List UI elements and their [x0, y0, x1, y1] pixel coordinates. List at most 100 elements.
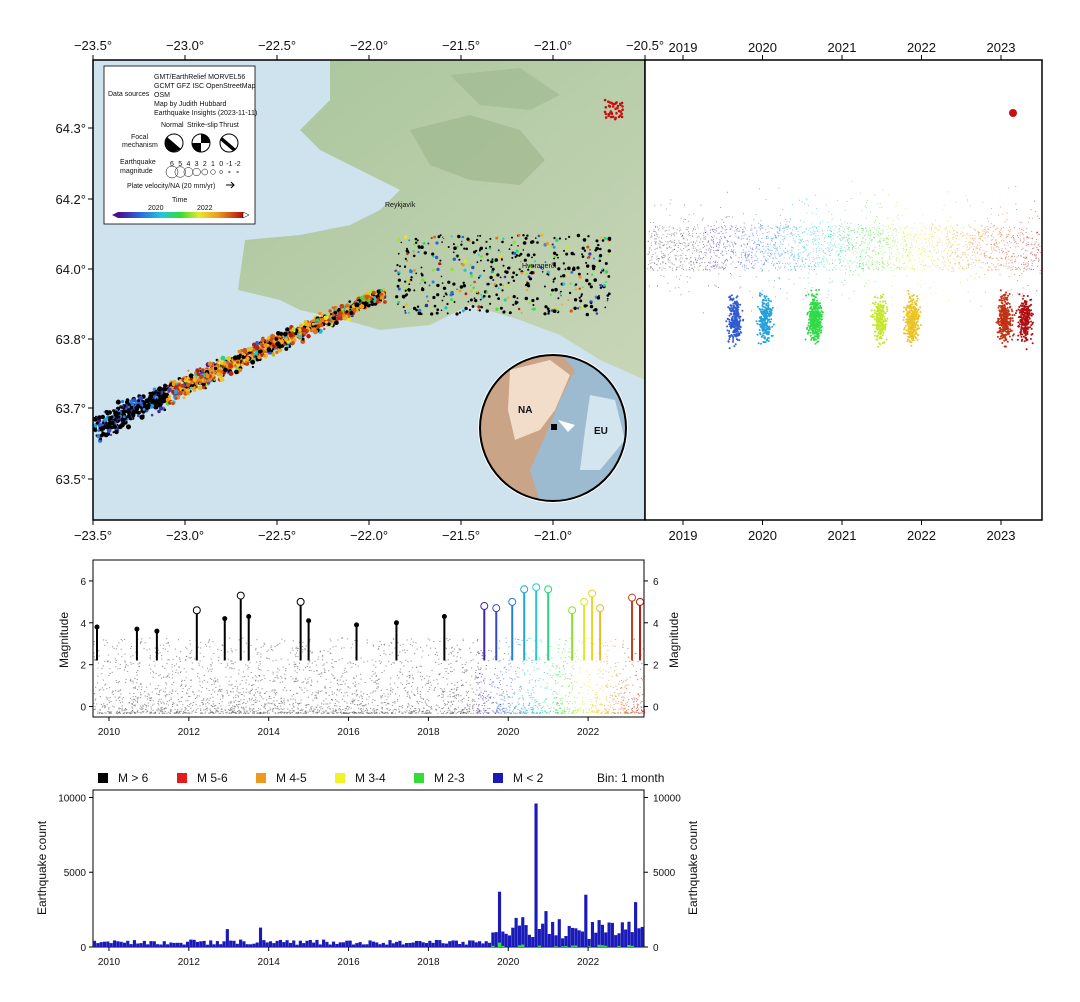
- time-panel-dot: [680, 233, 682, 235]
- time-panel-dot: [847, 262, 849, 264]
- time-panel-dot: [680, 275, 682, 277]
- map-earthquake-dot: [581, 255, 585, 258]
- time-panel-dot: [816, 249, 818, 251]
- time-panel-dot: [860, 241, 862, 243]
- time-panel-dot: [985, 243, 987, 245]
- time-panel-dot: [729, 236, 731, 237]
- time-panel-dot: [799, 242, 801, 244]
- time-panel-dot: [834, 225, 836, 226]
- time-panel-dot: [1037, 265, 1039, 267]
- time-panel-dot: [814, 265, 816, 267]
- time-panel-dot: [985, 229, 987, 231]
- time-panel-dot: [711, 246, 712, 248]
- map-earthquake-dot: [112, 409, 116, 413]
- time-panel-dot: [930, 265, 932, 267]
- time-panel-dot: [905, 207, 907, 209]
- time-panel-dot: [676, 229, 678, 231]
- time-panel-dot: [901, 254, 903, 256]
- time-panel-dot: [807, 244, 809, 246]
- time-panel-dot: [902, 238, 903, 240]
- time-panel-dot: [811, 287, 813, 288]
- map-earthquake-dot: [471, 241, 475, 245]
- time-panel-dot: [843, 230, 845, 232]
- map-earthquake-dot: [615, 112, 618, 115]
- map-earthquake-dot: [407, 279, 411, 283]
- time-panel-dot: [839, 261, 841, 263]
- time-panel-dot: [681, 236, 683, 237]
- time-panel-dot: [673, 264, 675, 266]
- time-panel-dot: [759, 316, 762, 319]
- time-panel-dot: [865, 264, 867, 266]
- time-panel-dot: [907, 259, 909, 261]
- map-earthquake-dot: [201, 368, 205, 372]
- time-panel-dot: [798, 241, 800, 243]
- time-panel-dot: [832, 238, 834, 240]
- time-panel-dot: [780, 254, 782, 256]
- time-panel-dot: [846, 234, 848, 236]
- time-panel-dot: [834, 243, 836, 245]
- time-panel-dot: [919, 233, 921, 235]
- map-earthquake-dot: [531, 298, 535, 303]
- time-panel-dot: [859, 260, 861, 261]
- time-panel-dot: [991, 250, 993, 252]
- time-panel-dot: [829, 263, 831, 265]
- map-earthquake-dot: [587, 235, 590, 238]
- time-panel-dot: [702, 312, 704, 314]
- time-panel-dot: [864, 285, 866, 287]
- time-panel-dot: [770, 243, 772, 245]
- time-panel-dot: [969, 235, 971, 236]
- time-panel-dot: [771, 334, 774, 337]
- time-panel-dot: [761, 270, 763, 272]
- time-panel-dot: [812, 261, 814, 262]
- time-panel-dot: [899, 226, 901, 228]
- time-panel-dot: [969, 205, 971, 207]
- map-earthquake-dot: [535, 237, 537, 239]
- time-panel-dot: [664, 254, 666, 256]
- time-panel-dot: [993, 243, 995, 245]
- map-earthquake-dot: [348, 300, 352, 303]
- time-panel-dot: [665, 255, 666, 257]
- map-earthquake-dot: [532, 253, 536, 257]
- time-panel-dot: [813, 233, 815, 235]
- time-panel-dot: [731, 335, 734, 338]
- time-panel-dot: [958, 263, 960, 265]
- time-panel-dot: [821, 244, 823, 245]
- time-panel-dot: [728, 250, 730, 252]
- map-earthquake-dot: [117, 419, 121, 423]
- time-panel-dot: [669, 240, 671, 242]
- time-panel-dot: [779, 222, 781, 224]
- time-panel-dot: [771, 250, 773, 251]
- map-earthquake-dot: [431, 252, 435, 256]
- time-panel-dot: [839, 262, 840, 264]
- map-earthquake-dot: [585, 312, 589, 317]
- time-panel-dot: [970, 238, 972, 240]
- time-panel-dot: [858, 228, 860, 230]
- map-earthquake-dot: [603, 98, 607, 102]
- map-earthquake-dot: [331, 306, 335, 310]
- time-panel-dot: [741, 309, 744, 312]
- time-panel-dot: [669, 252, 671, 253]
- time-panel-dot: [794, 227, 796, 229]
- time-panel-dot: [1004, 244, 1006, 246]
- time-panel-dot: [967, 235, 969, 237]
- time-panel-dot: [792, 237, 794, 239]
- time-panel-dot: [785, 223, 787, 225]
- time-panel-dot: [763, 248, 765, 250]
- map-earthquake-dot: [467, 300, 470, 303]
- map-earthquake-dot: [241, 361, 245, 364]
- time-panel-dot: [961, 231, 963, 233]
- map-earthquake-dot: [181, 377, 185, 381]
- map-earthquake-dot: [441, 282, 444, 284]
- map-earthquake-dot: [428, 284, 431, 287]
- time-panel-dot: [837, 255, 839, 257]
- time-panel-dot: [827, 229, 829, 231]
- time-panel-dot: [702, 241, 704, 243]
- map-earthquake-dot: [186, 391, 190, 395]
- map-earthquake-dot: [620, 112, 623, 116]
- map-earthquake-dot: [441, 299, 444, 302]
- time-panel-dot: [668, 246, 670, 248]
- map-earthquake-dot: [410, 276, 413, 279]
- time-panel-dot: [749, 239, 751, 241]
- map-earthquake-dot: [614, 116, 617, 120]
- time-panel-dot: [735, 323, 738, 326]
